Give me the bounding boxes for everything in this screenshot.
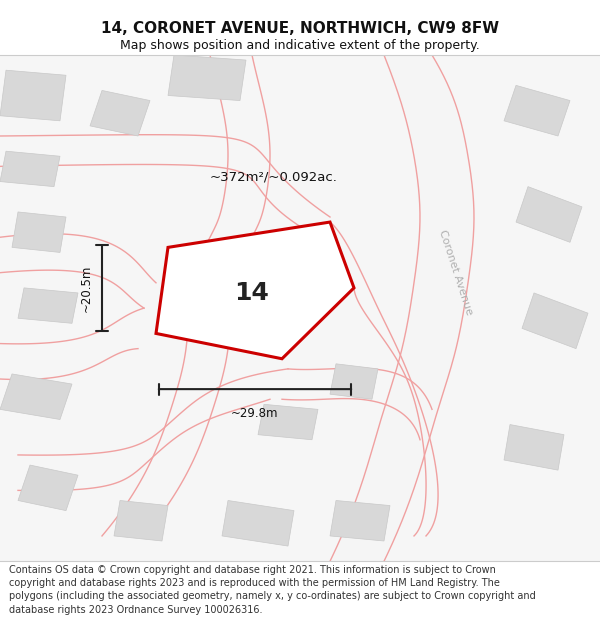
- Polygon shape: [0, 151, 60, 187]
- Text: ~20.5m: ~20.5m: [80, 264, 93, 311]
- Text: ~372m²/~0.092ac.: ~372m²/~0.092ac.: [210, 170, 338, 183]
- Polygon shape: [90, 91, 150, 136]
- Polygon shape: [330, 55, 474, 561]
- Polygon shape: [156, 222, 354, 359]
- Polygon shape: [330, 501, 390, 541]
- Polygon shape: [0, 374, 72, 419]
- Polygon shape: [516, 187, 582, 242]
- Polygon shape: [12, 212, 66, 253]
- Text: Contains OS data © Crown copyright and database right 2021. This information is : Contains OS data © Crown copyright and d…: [9, 565, 536, 614]
- Text: Map shows position and indicative extent of the property.: Map shows position and indicative extent…: [120, 39, 480, 51]
- Polygon shape: [522, 293, 588, 349]
- Text: 14, CORONET AVENUE, NORTHWICH, CW9 8FW: 14, CORONET AVENUE, NORTHWICH, CW9 8FW: [101, 21, 499, 36]
- Polygon shape: [258, 404, 318, 440]
- Polygon shape: [504, 424, 564, 470]
- Polygon shape: [18, 465, 78, 511]
- Polygon shape: [222, 501, 294, 546]
- Text: Coronet Avenue: Coronet Avenue: [437, 229, 475, 317]
- Polygon shape: [0, 70, 66, 121]
- Text: 14: 14: [235, 281, 269, 305]
- Polygon shape: [18, 288, 78, 323]
- Polygon shape: [168, 55, 246, 101]
- Polygon shape: [114, 501, 168, 541]
- Polygon shape: [504, 86, 570, 136]
- Text: ~29.8m: ~29.8m: [231, 407, 279, 420]
- Polygon shape: [330, 364, 378, 399]
